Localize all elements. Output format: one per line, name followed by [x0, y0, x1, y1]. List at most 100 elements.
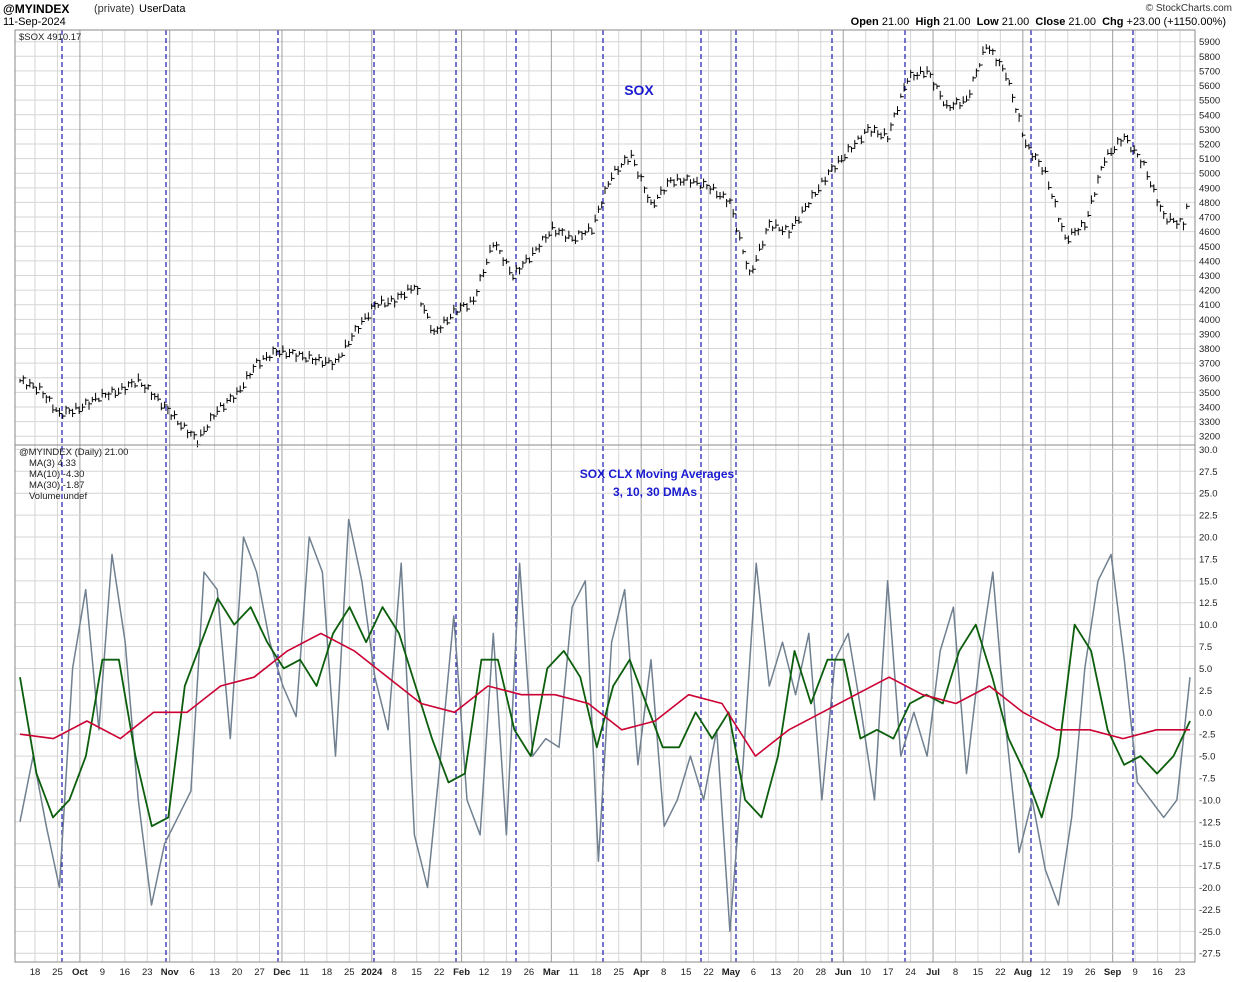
x-tick-label: Aug [1014, 967, 1033, 978]
upper-grid [15, 30, 1195, 962]
y-tick-label: 5500 [1199, 96, 1220, 107]
x-tick-label: 22 [995, 967, 1006, 978]
x-tick-label: 28 [815, 967, 826, 978]
x-tick-label: Sep [1104, 967, 1122, 978]
close-label: Close [1035, 16, 1066, 28]
y-tick-label: 3300 [1199, 417, 1220, 428]
y-tick-label: -5.0 [1199, 752, 1215, 763]
y-tick-label: 5900 [1199, 37, 1220, 48]
upper-annotation: SOX [624, 82, 654, 98]
y-tick-label: -2.5 [1199, 730, 1215, 741]
x-tick-label: 20 [793, 967, 804, 978]
y-tick-label: 4400 [1199, 256, 1220, 267]
y-tick-label: 3600 [1199, 373, 1220, 384]
x-tick-label: 19 [501, 967, 512, 978]
watermark: © StockCharts.com [1145, 3, 1232, 14]
y-tick-label: 4000 [1199, 315, 1220, 326]
x-tick-label: 22 [703, 967, 714, 978]
x-axis: 18 25 Oct 9 16 23 Nov 6 13 20 27 Dec 11 18 25 2024 8 15 22… [30, 967, 1186, 978]
y-tick-label: 4800 [1199, 198, 1220, 209]
symbol-label: @MYINDEX [3, 2, 70, 16]
x-tick-label: 17 [883, 967, 894, 978]
x-tick-label: 22 [434, 967, 445, 978]
y-tick-label: 5200 [1199, 139, 1220, 150]
y-tick-label: 5600 [1199, 81, 1220, 92]
x-tick-label: 15 [411, 967, 422, 978]
y-tick-label: 15.0 [1199, 576, 1218, 587]
y-tick-label: 5300 [1199, 125, 1220, 136]
y-tick-label: 0.0 [1199, 708, 1212, 719]
y-tick-label: 4900 [1199, 183, 1220, 194]
y-tick-label: 5700 [1199, 66, 1220, 77]
y-tick-label: 30.0 [1199, 445, 1218, 456]
ma10-legend: MA(10) -4.30 [29, 469, 84, 480]
x-tick-label: 6 [190, 967, 195, 978]
lower-legend: @MYINDEX (Daily) 21.00 [19, 447, 128, 458]
y-tick-label: 10.0 [1199, 620, 1218, 631]
y-tick-label: -10.0 [1199, 795, 1221, 806]
y-tick-label: 3200 [1199, 432, 1220, 443]
open-label: Open [850, 16, 879, 28]
chg-label: Chg [1102, 16, 1124, 28]
x-tick-label: Apr [633, 967, 650, 978]
y-tick-label: 4600 [1199, 227, 1220, 238]
x-tick-label: 23 [1175, 967, 1186, 978]
y-tick-label: 7.5 [1199, 642, 1212, 653]
y-tick-label: 3400 [1199, 403, 1220, 414]
volume-legend: Volume undef [29, 491, 87, 502]
high-value: 21.00 [943, 16, 971, 28]
y-tick-label: 2.5 [1199, 686, 1212, 697]
y-tick-label: 20.0 [1199, 533, 1218, 544]
y-tick-label: 4100 [1199, 300, 1220, 311]
x-tick-label: 27 [254, 967, 265, 978]
y-tick-label: 3800 [1199, 344, 1220, 355]
source-label: UserData [139, 3, 186, 15]
lower-y-axis: 30.0 27.5 25.0 22.5 20.0 17.5 15.0 12.5 10.0 7.5 5… [1199, 445, 1221, 960]
y-tick-label: -7.5 [1199, 773, 1215, 784]
date-label: 11-Sep-2024 [3, 16, 66, 28]
x-tick-label: 24 [905, 967, 916, 978]
x-tick-label: Jun [835, 967, 852, 978]
x-tick-label: 8 [661, 967, 666, 978]
y-tick-label: 25.0 [1199, 489, 1218, 500]
y-tick-label: -27.5 [1199, 949, 1221, 960]
x-tick-label: 12 [479, 967, 490, 978]
ma3-legend: MA(3) 4.33 [29, 458, 76, 469]
lower-annotation-line1: SOX CLX Moving Averages [580, 467, 735, 481]
x-tick-label: 11 [299, 967, 309, 978]
x-tick-label: 23 [142, 967, 153, 978]
y-tick-label: -20.0 [1199, 883, 1221, 894]
x-tick-label: 13 [209, 967, 220, 978]
y-tick-label: -12.5 [1199, 817, 1221, 828]
low-value: 21.00 [1001, 16, 1030, 28]
y-tick-label: 12.5 [1199, 598, 1218, 609]
y-tick-label: 27.5 [1199, 467, 1218, 478]
x-tick-label: 16 [120, 967, 131, 978]
y-tick-label: 22.5 [1199, 511, 1218, 522]
y-tick-label: 5400 [1199, 110, 1220, 121]
x-tick-label: 26 [1085, 967, 1096, 978]
vertical-markers [61, 30, 1134, 962]
x-tick-label: 9 [100, 967, 105, 978]
ma30-line [19, 632, 1190, 757]
open-value: 21.00 [881, 16, 910, 28]
x-tick-label: Nov [161, 967, 180, 978]
y-tick-label: 5.0 [1199, 664, 1212, 675]
x-tick-label: 15 [973, 967, 984, 978]
x-tick-label: 25 [344, 967, 355, 978]
lower-grid [15, 30, 1195, 962]
y-tick-label: 3700 [1199, 359, 1220, 370]
x-tick-label: 19 [1062, 967, 1073, 978]
x-tick-label: 15 [681, 967, 692, 978]
y-tick-label: 17.5 [1199, 554, 1218, 565]
y-tick-label: -25.0 [1199, 927, 1221, 938]
y-tick-label: 4700 [1199, 213, 1220, 224]
x-tick-label: 20 [232, 967, 243, 978]
x-tick-label: 8 [953, 967, 958, 978]
upper-legend: $SOX 4910.17 [19, 32, 81, 43]
y-tick-label: -17.5 [1199, 861, 1221, 872]
x-tick-label: 9 [1132, 967, 1137, 978]
x-tick-label: Jul [926, 967, 940, 978]
x-tick-label: 18 [30, 967, 41, 978]
